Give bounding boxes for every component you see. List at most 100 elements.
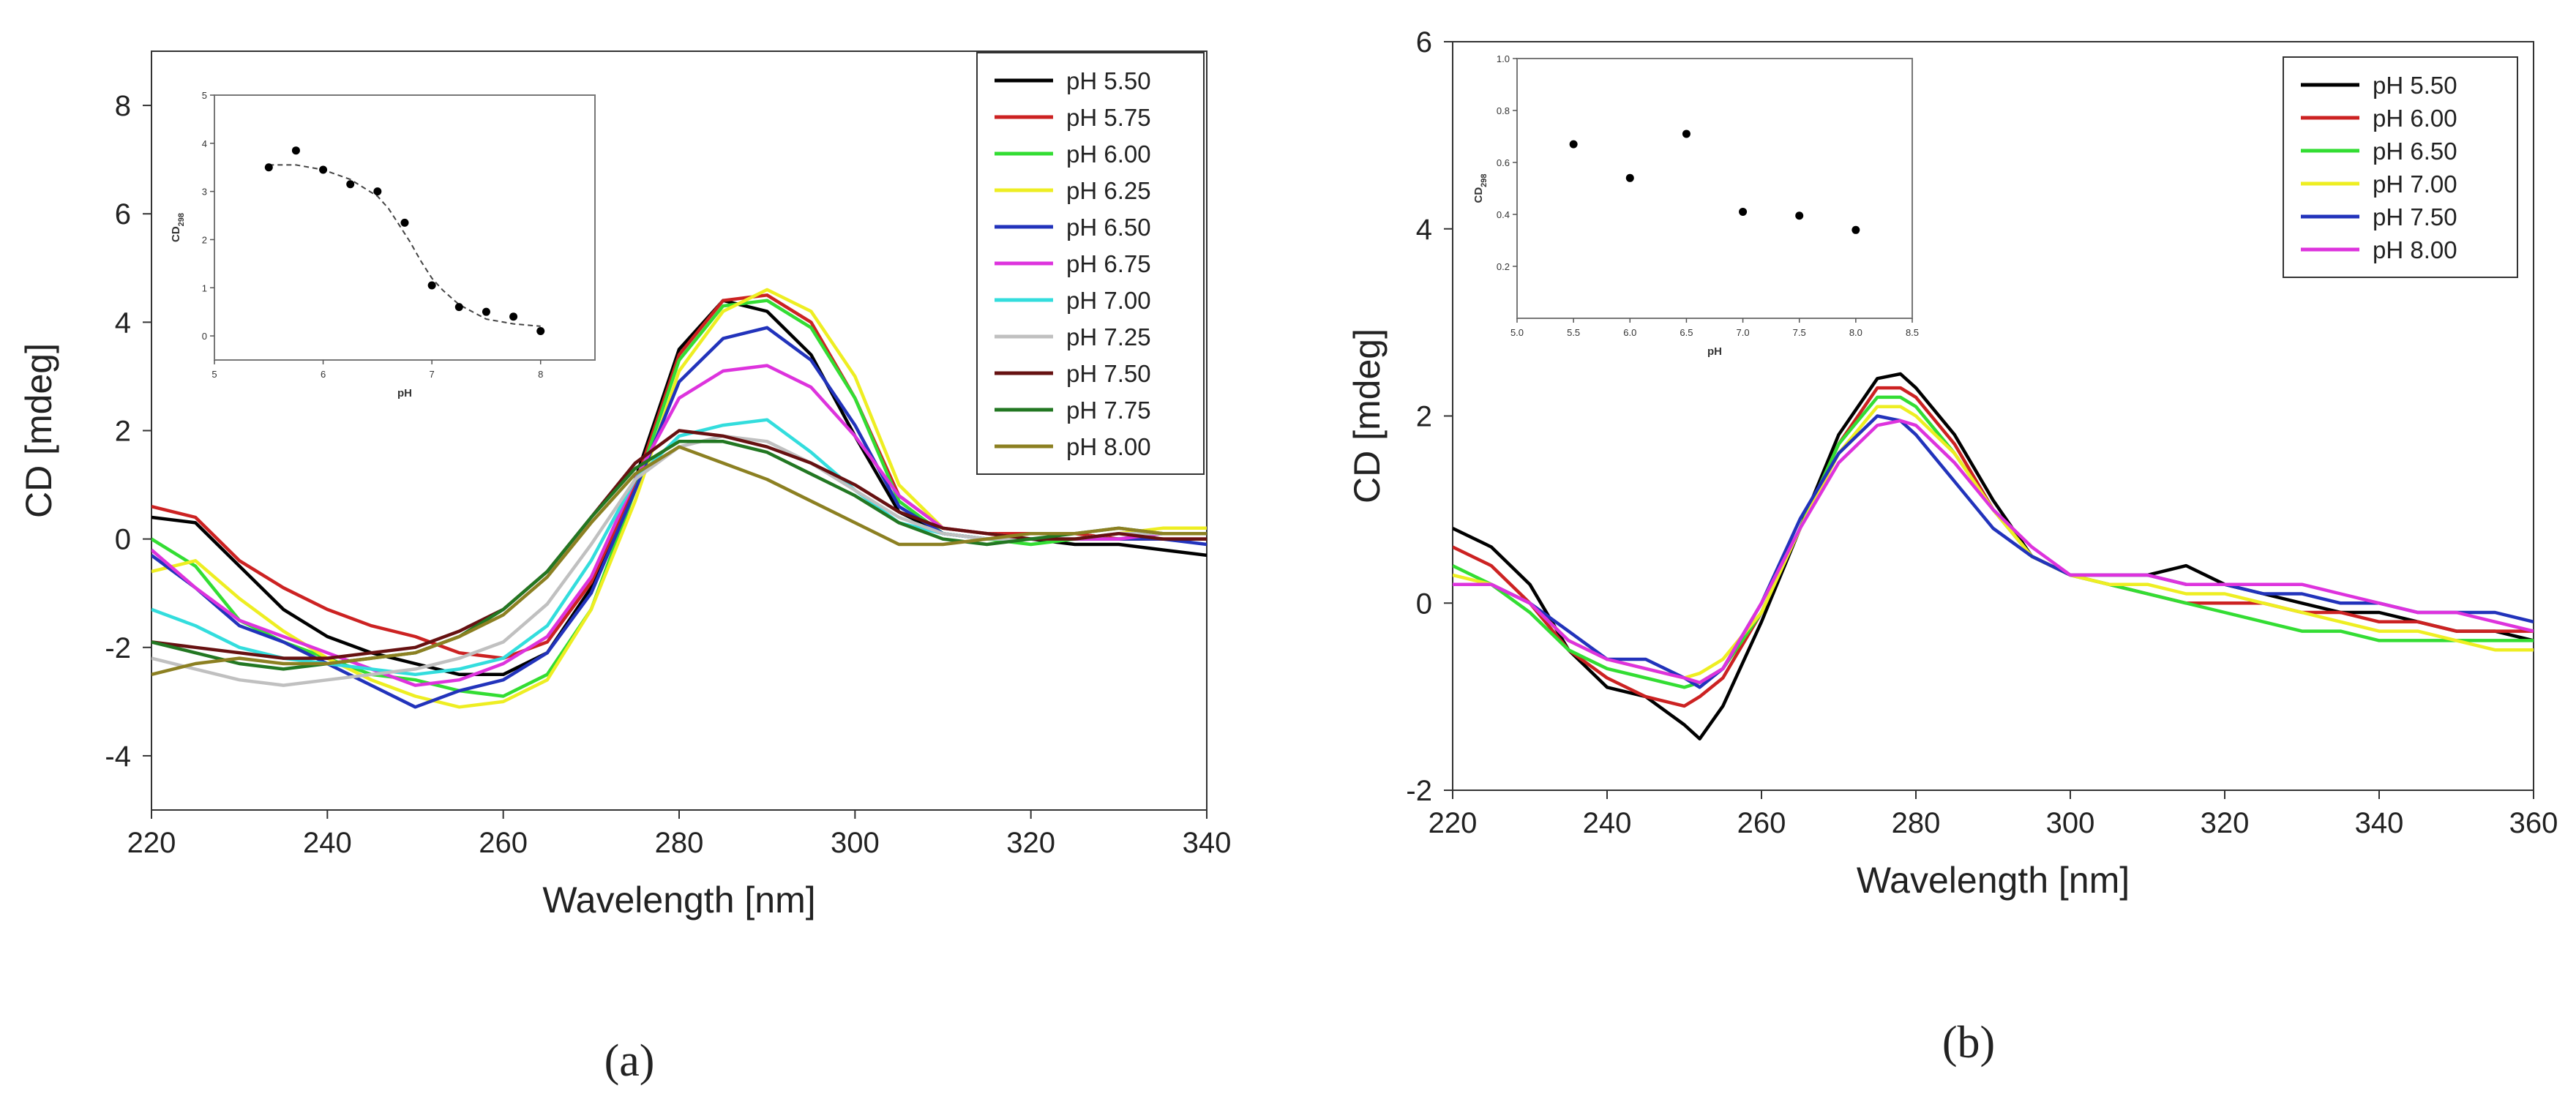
x-tick-label: 260	[1737, 807, 1786, 839]
inset-y-tick-label: 2	[202, 234, 207, 245]
inset-x-title: pH	[397, 387, 412, 400]
legend-box	[2283, 56, 2518, 278]
inset-point	[427, 281, 436, 290]
inset-x-tick-label: 7.5	[1793, 327, 1806, 338]
inset-y-tick-label: 0	[202, 331, 207, 342]
x-tick-label: 260	[479, 827, 528, 859]
series-line-0	[1453, 372, 2534, 740]
inset-y-tick-label: 0.4	[1497, 209, 1510, 220]
inset-x-tick-label: 6	[321, 369, 326, 380]
inset-point	[536, 327, 545, 336]
inset-y-tick-label: 0.8	[1497, 105, 1510, 116]
y-tick-label: 6	[115, 198, 131, 230]
x-tick-label: 360	[2509, 807, 2558, 839]
legend-label: pH 7.00	[2373, 170, 2457, 198]
series-line-10	[151, 445, 1207, 676]
inset-x-tick-label: 6.0	[1623, 327, 1636, 338]
series-group	[1453, 372, 2534, 740]
legend-label: pH 5.50	[1066, 67, 1151, 94]
legend-label: pH 7.75	[1066, 397, 1151, 424]
x-tick-label: 320	[1006, 827, 1055, 859]
series-group	[151, 288, 1207, 709]
inset-frame	[1516, 58, 1913, 319]
inset-point	[346, 180, 355, 189]
inset-y-tick-label: 0.2	[1497, 261, 1510, 272]
inset-x-tick-label: 7.0	[1737, 327, 1750, 338]
inset-y-tick-label: 5	[202, 90, 207, 101]
legend-label: pH 6.75	[1066, 250, 1151, 277]
inset-point	[454, 303, 463, 312]
inset-x-tick-label: 8	[538, 369, 543, 380]
inset-y-title-main: CD	[170, 226, 182, 242]
series-line-9	[151, 440, 1207, 671]
y-tick-label: 0	[1416, 588, 1432, 620]
x-tick-label: 280	[1892, 807, 1941, 839]
inset-x-tick-label: 5.0	[1510, 327, 1524, 338]
panel-label-a: (a)	[604, 1036, 655, 1086]
legend-label: pH 5.75	[1066, 104, 1151, 131]
y-tick-label: -2	[105, 632, 131, 664]
inset-y-tick-label: 1.0	[1497, 53, 1510, 64]
inset-point	[264, 163, 273, 172]
inset-point	[1682, 130, 1690, 138]
legend-label: pH 8.00	[1066, 433, 1151, 460]
inset-y-tick-label: 1	[202, 282, 207, 293]
inset-y-title-sub: 298	[1480, 173, 1489, 187]
inset-point	[1795, 211, 1804, 220]
y-tick-label: 2	[1416, 401, 1432, 433]
legend-label: pH 7.50	[1066, 360, 1151, 387]
x-tick-label: 300	[2046, 807, 2095, 839]
inset-point	[319, 165, 328, 174]
inset-point	[373, 187, 382, 196]
legend-label: pH 6.00	[1066, 140, 1151, 168]
inset-x-tick-label: 8.0	[1849, 327, 1862, 338]
y-tick-label: 4	[115, 307, 131, 339]
x-tick-label: 240	[303, 827, 352, 859]
y-tick-label: 6	[1416, 26, 1432, 59]
legend-label: pH 6.00	[2373, 105, 2457, 132]
inset-x-tick-label: 6.5	[1680, 327, 1693, 338]
y-axis-title: CD [mdeg]	[1347, 329, 1388, 503]
y-tick-label: -4	[105, 740, 131, 773]
inset-y-tick-label: 0.6	[1497, 157, 1510, 168]
x-tick-label: 340	[1183, 827, 1232, 859]
y-tick-label: 0	[115, 524, 131, 556]
inset-point	[1569, 140, 1578, 149]
x-tick-label: 240	[1583, 807, 1632, 839]
inset-point	[1739, 207, 1748, 216]
inset-x-tick-label: 8.5	[1906, 327, 1919, 338]
panel-label-b: (b)	[1942, 1018, 1995, 1068]
inset-point	[1852, 225, 1860, 234]
inset-x-tick-label: 7	[430, 369, 435, 380]
y-tick-label: -2	[1406, 775, 1432, 807]
series-line-2	[1453, 395, 2534, 689]
x-tick-label: 220	[127, 827, 176, 859]
inset-y-tick-label: 3	[202, 187, 207, 198]
inset-point	[482, 307, 490, 316]
x-axis-title: Wavelength [nm]	[542, 880, 815, 920]
legend-label: pH 6.50	[2373, 138, 2457, 165]
inset-y-title-sub: 298	[177, 213, 186, 226]
legend-label: pH 6.50	[1066, 214, 1151, 241]
legend-label: pH 7.00	[1066, 287, 1151, 314]
inset-fit-curve	[269, 164, 541, 327]
chart-panel-b: 220 240 260 280 300 320 340 360 -2 0 2 4 6 Wavelength…	[1347, 26, 2558, 901]
series-line-5	[1453, 419, 2534, 685]
inset-frame	[214, 94, 596, 361]
x-tick-label: 220	[1429, 807, 1478, 839]
y-tick-label: 8	[115, 90, 131, 122]
inset-point	[291, 146, 300, 155]
inset-x-tick-label: 5	[211, 369, 217, 380]
inset-y-title: CD298	[1472, 173, 1489, 203]
legend-label: pH 6.25	[1066, 177, 1151, 204]
inset-point	[1625, 173, 1634, 182]
inset-y-title: CD298	[170, 213, 186, 242]
inset-x-tick-label: 5.5	[1567, 327, 1580, 338]
x-axis-title: Wavelength [nm]	[1857, 860, 2130, 901]
inset-y-tick-label: 4	[202, 138, 207, 149]
inset-point	[509, 312, 518, 321]
inset-point	[400, 218, 409, 227]
inset-x-title: pH	[1707, 345, 1722, 358]
legend-label: pH 7.25	[1066, 323, 1151, 350]
